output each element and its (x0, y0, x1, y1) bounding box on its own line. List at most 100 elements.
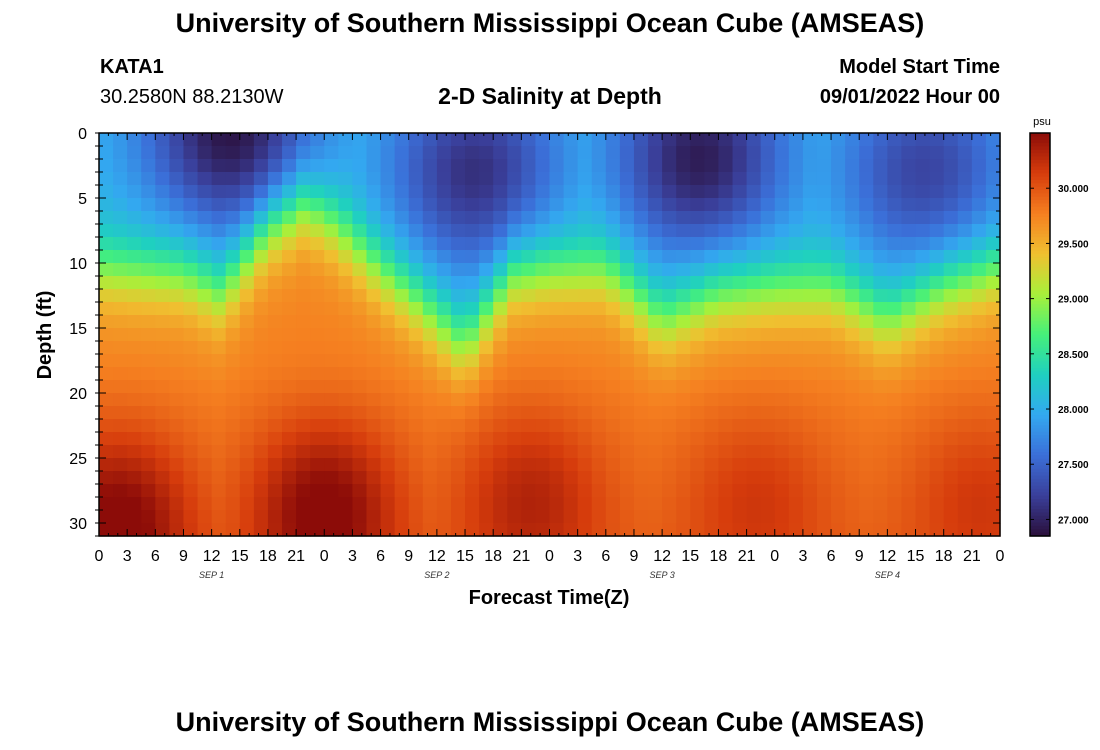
heatmap-cell (633, 328, 649, 342)
heatmap-cell (605, 484, 621, 498)
heatmap-cell (605, 341, 621, 355)
colorbar-swatch (1030, 428, 1050, 433)
y-tick-label: 5 (78, 191, 87, 208)
heatmap-cell (943, 510, 959, 524)
heatmap-cell (718, 406, 734, 420)
heatmap-cell (141, 237, 156, 251)
heatmap-cell (577, 328, 593, 342)
heatmap-cell (282, 484, 297, 498)
heatmap-cell (549, 471, 565, 485)
heatmap-cell (479, 198, 494, 212)
heatmap-cell (408, 445, 424, 459)
heatmap-cell (816, 393, 832, 407)
heatmap-cell (493, 497, 508, 511)
heatmap-cell (690, 146, 705, 160)
heatmap-cell (549, 497, 565, 511)
colorbar-swatch (1030, 482, 1050, 487)
heatmap-cell (169, 211, 185, 225)
heatmap-cell (436, 341, 452, 355)
heatmap-cell (549, 315, 565, 329)
heatmap-cell (690, 289, 705, 303)
heatmap-cell (619, 510, 635, 524)
heatmap-cell (929, 211, 945, 225)
heatmap-cell (225, 497, 241, 511)
heatmap-cell (873, 497, 888, 511)
heatmap-cell (155, 302, 170, 316)
heatmap-cell (816, 341, 832, 355)
heatmap-cell (253, 237, 269, 251)
heatmap-cell (690, 419, 705, 433)
heatmap-cell (577, 497, 593, 511)
heatmap-cell (535, 198, 551, 212)
heatmap-cell (267, 367, 283, 381)
heatmap-cell (324, 471, 339, 485)
heatmap-cell (239, 445, 255, 459)
heatmap-cell (141, 380, 156, 394)
heatmap-cell (802, 159, 818, 173)
colorbar-swatch (1030, 163, 1050, 168)
heatmap-cell (324, 276, 339, 290)
heatmap-cell (282, 497, 297, 511)
heatmap-cell (169, 172, 185, 186)
heatmap-cell (563, 445, 579, 459)
heatmap-cell (901, 224, 917, 238)
heatmap-cell (957, 393, 973, 407)
heatmap-cell (239, 419, 255, 433)
colorbar-swatch (1030, 441, 1050, 446)
heatmap-cell (296, 224, 311, 238)
colorbar-swatch (1030, 277, 1050, 282)
heatmap-cell (99, 185, 114, 199)
heatmap-cell (732, 393, 748, 407)
heatmap-cell (690, 406, 705, 420)
heatmap-cell (197, 198, 213, 212)
heatmap-cell (746, 367, 762, 381)
heatmap-cell (450, 146, 466, 160)
heatmap-cell (859, 133, 874, 147)
heatmap-cell (99, 276, 114, 290)
heatmap-cell (831, 393, 846, 407)
colorbar-swatch (1030, 337, 1050, 342)
heatmap-cell (788, 380, 804, 394)
heatmap-cell (718, 393, 734, 407)
heatmap-cell (577, 185, 593, 199)
heatmap-cell (141, 510, 156, 524)
colorbar-swatch (1030, 435, 1050, 440)
heatmap-cell (873, 302, 888, 316)
heatmap-cell (873, 198, 888, 212)
colorbar-swatch (1030, 169, 1050, 174)
heatmap-cell (507, 276, 522, 290)
heatmap-cell (633, 289, 649, 303)
heatmap-cell (310, 302, 325, 316)
heatmap-cell (225, 354, 241, 368)
heatmap-cell (239, 432, 255, 446)
heatmap-cell (788, 237, 804, 251)
heatmap-cell (436, 510, 452, 524)
heatmap-cell (296, 432, 311, 446)
heatmap-cell (619, 133, 635, 147)
heatmap-cell (408, 289, 424, 303)
heatmap-cell (113, 185, 128, 199)
heatmap-cell (394, 289, 410, 303)
heatmap-cell (465, 406, 480, 420)
heatmap-cell (943, 471, 959, 485)
heatmap-cell (197, 510, 213, 524)
x-date-label: SEP 1 (199, 570, 224, 580)
heatmap-cell (366, 198, 382, 212)
colorbar-swatch (1030, 472, 1050, 477)
heatmap-cell (985, 497, 1001, 511)
heatmap-cell (183, 510, 199, 524)
x-tick-label: 18 (259, 548, 277, 565)
heatmap-cell (577, 211, 593, 225)
heatmap-cell (873, 445, 888, 459)
heatmap-cell (310, 380, 325, 394)
heatmap-cell (380, 146, 396, 160)
heatmap-cell (577, 198, 593, 212)
heatmap-cell (507, 406, 522, 420)
heatmap-cell (366, 445, 382, 459)
heatmap-cell (943, 133, 959, 147)
heatmap-cell (929, 484, 945, 498)
heatmap-cell (253, 198, 269, 212)
heatmap-cell (718, 315, 734, 329)
heatmap-cell (591, 484, 607, 498)
